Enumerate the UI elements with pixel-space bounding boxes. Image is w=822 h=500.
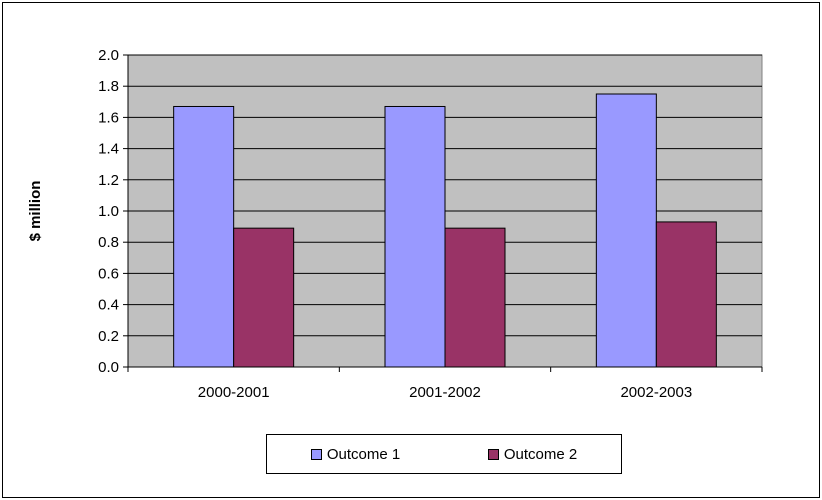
x-tick-label: 2001-2002 (409, 384, 481, 401)
legend-label-outcome-2: Outcome 2 (504, 446, 577, 463)
y-tick-label: 0.6 (98, 265, 119, 282)
legend-swatch-outcome-1 (311, 449, 322, 460)
legend-label-outcome-1: Outcome 1 (327, 446, 400, 463)
legend-item-outcome-2: Outcome 2 (488, 446, 577, 463)
legend: Outcome 1 Outcome 2 (266, 434, 622, 474)
bar-outcome-1-2002-2003 (596, 94, 656, 367)
x-tick-label: 2002-2003 (620, 384, 692, 401)
legend-swatch-outcome-2 (488, 449, 499, 460)
y-tick-label: 2.0 (98, 47, 119, 64)
bar-outcome-1-2000-2001 (174, 106, 234, 367)
y-tick-label: 1.6 (98, 109, 119, 126)
y-tick-labels: 0.0 0.2 0.4 0.6 0.8 1.0 1.2 1.4 1.6 1.8 2.0 (98, 47, 119, 376)
legend-item-outcome-1: Outcome 1 (311, 446, 400, 463)
x-tick-label: 2000-2001 (198, 384, 270, 401)
bar-outcome-1-2001-2002 (385, 106, 445, 367)
y-axis-label: $ million (27, 181, 44, 242)
y-tick-label: 1.4 (98, 141, 119, 158)
bar-outcome-2-2002-2003 (656, 222, 716, 367)
bar-outcome-2-2001-2002 (445, 228, 505, 367)
bar-outcome-2-2000-2001 (234, 228, 294, 367)
y-tick-label: 0.8 (98, 234, 119, 251)
x-tick-labels: 2000-2001 2001-2002 2002-2003 (198, 384, 692, 401)
y-tick-label: 1.2 (98, 172, 119, 189)
y-tick-label: 0.0 (98, 359, 119, 376)
y-tick-label: 0.4 (98, 297, 119, 314)
y-tick-label: 1.8 (98, 78, 119, 95)
y-tick-label: 0.2 (98, 328, 119, 345)
y-tick-label: 1.0 (98, 203, 119, 220)
